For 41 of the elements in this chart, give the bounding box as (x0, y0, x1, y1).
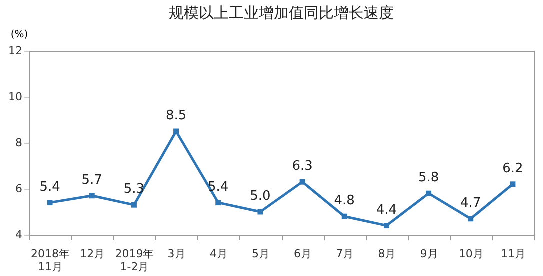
point (342, 214, 348, 220)
x-tick-label: 9月 (420, 248, 438, 260)
point (300, 179, 306, 185)
chart-title: 规模以上工业增加值同比增长速度 (169, 4, 394, 22)
point (384, 223, 390, 229)
y-tick-label: 8 (16, 136, 22, 150)
y-tick-label: 4 (16, 228, 22, 242)
x-tick-label: 4月 (210, 248, 228, 260)
x-tick-label: 8月 (378, 248, 396, 260)
point (174, 128, 180, 134)
point (47, 200, 53, 206)
point (131, 202, 137, 208)
data-label: 5.4 (40, 180, 60, 195)
point (468, 216, 474, 222)
x-tick-label: 6月 (294, 248, 312, 260)
x-tick-label: 2019年 1-2月 (115, 248, 154, 274)
y-tick-label: 12 (8, 44, 22, 58)
y-axis-title: (%) (10, 30, 28, 40)
y-tick-label: 6 (16, 182, 22, 196)
data-label: 4.4 (376, 202, 398, 218)
x-tick-label: 10月 (458, 248, 484, 260)
point (89, 193, 95, 199)
data-label: 5.7 (82, 172, 102, 188)
data-label: 4.8 (334, 194, 355, 209)
data-label: 8.5 (166, 108, 187, 124)
x-tick-label: 11月 (500, 248, 526, 260)
point (426, 190, 432, 196)
data-label: 6.3 (292, 159, 313, 174)
data-label: 4.7 (460, 196, 482, 211)
point (510, 182, 516, 188)
point (258, 209, 264, 215)
x-tick-label: 7月 (336, 248, 354, 260)
x-tick-label: 2018年 11月 (31, 248, 70, 274)
data-label: 5.8 (418, 170, 440, 186)
point (216, 200, 222, 206)
x-tick-label: 5月 (252, 248, 270, 260)
data-label: 6.2 (502, 161, 524, 176)
x-tick-label: 3月 (168, 248, 186, 260)
y-tick-label: 10 (8, 90, 22, 104)
data-label: 5.0 (250, 189, 271, 204)
x-tick-label: 12月 (80, 248, 106, 260)
